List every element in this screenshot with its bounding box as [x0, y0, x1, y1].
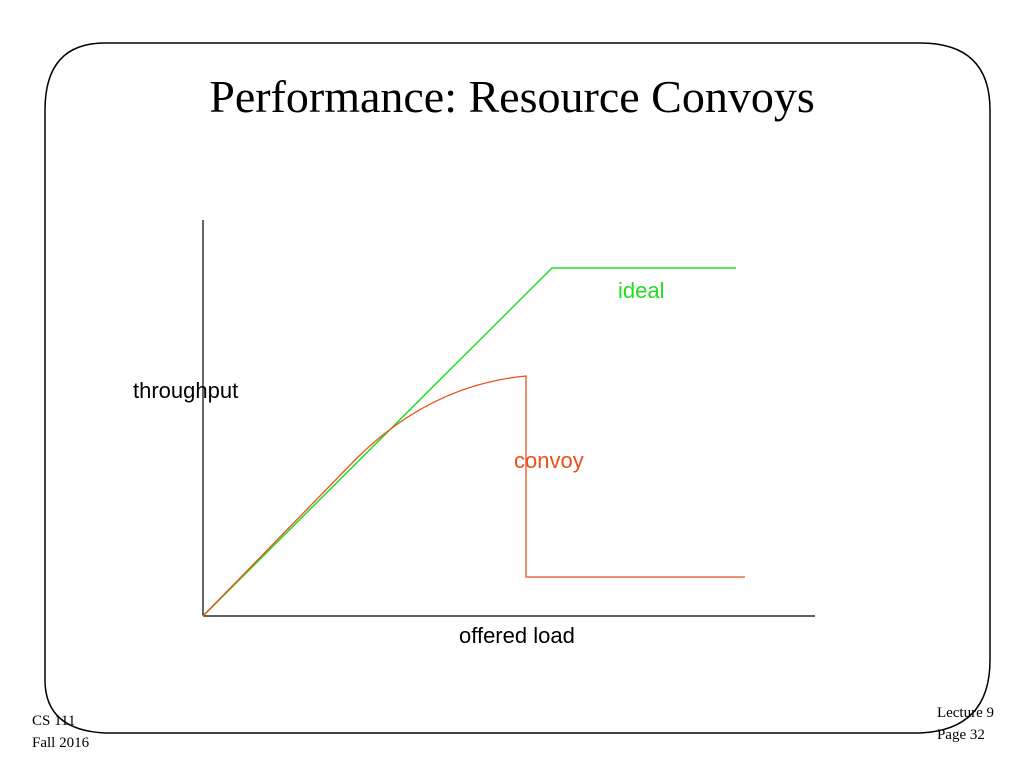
footer-lecture-info: Lecture 9 Page 32: [937, 702, 994, 746]
y-axis-label: throughput: [133, 378, 238, 403]
x-axis-label: offered load: [459, 623, 575, 648]
footer-course-info: CS 111 Fall 2016: [32, 710, 89, 754]
ideal-curve: [202, 267, 736, 617]
slide-title: Performance: Resource Convoys: [209, 71, 815, 122]
slide-border: [44, 42, 991, 734]
convoy-curve-label: convoy: [514, 448, 584, 473]
footer-term: Fall 2016: [32, 735, 90, 751]
footer-course: CS 111: [32, 713, 76, 729]
footer-page: Page 32: [936, 727, 985, 743]
footer-lecture: Lecture 9: [936, 705, 994, 721]
convoy-curve: [202, 375, 745, 617]
ideal-curve-label: ideal: [618, 278, 664, 303]
